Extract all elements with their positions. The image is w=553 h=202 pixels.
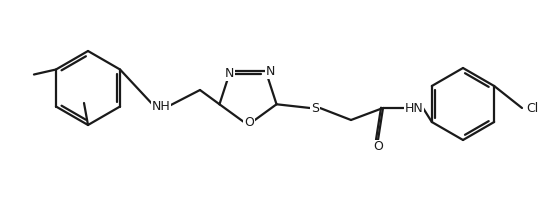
Text: NH: NH (152, 101, 170, 114)
Text: Cl: Cl (526, 101, 538, 115)
Text: N: N (266, 65, 275, 78)
Text: S: S (311, 101, 319, 115)
Text: O: O (244, 117, 254, 129)
Text: HN: HN (405, 101, 424, 115)
Text: O: O (373, 141, 383, 154)
Text: N: N (225, 67, 234, 80)
